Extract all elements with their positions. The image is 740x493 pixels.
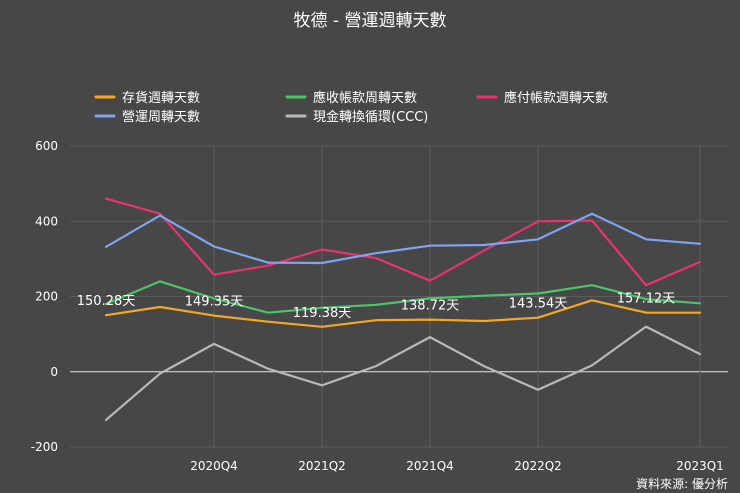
y-tick-label: 600 bbox=[35, 139, 58, 153]
data-label: 143.54天 bbox=[509, 297, 568, 312]
legend-label: 存貨週轉天數 bbox=[122, 90, 200, 106]
legend-label: 應收帳款周轉天數 bbox=[313, 90, 417, 106]
x-tick-label: 2021Q2 bbox=[298, 459, 346, 473]
data-labels: 150.28天 149.35天 119.38天 138.72天 143.54天 157.1… bbox=[77, 292, 676, 321]
y-tick-label: 400 bbox=[35, 214, 58, 228]
x-tick-label: 2021Q4 bbox=[406, 459, 454, 473]
series-line bbox=[104, 299, 702, 328]
data-label: 138.72天 bbox=[401, 299, 460, 314]
series-line bbox=[104, 212, 702, 265]
y-tick-label: 0 bbox=[50, 365, 58, 379]
data-label: 149.35天 bbox=[185, 295, 244, 310]
series-layer bbox=[104, 197, 702, 421]
data-label: 157.12天 bbox=[617, 292, 676, 307]
grid bbox=[70, 145, 728, 448]
legend-item[interactable]: 現金轉換循環(CCC) bbox=[285, 109, 428, 125]
series-line bbox=[104, 325, 702, 421]
legend-label: 營運周轉天數 bbox=[122, 110, 200, 125]
legend-item[interactable]: 存貨週轉天數 bbox=[94, 90, 200, 106]
series-line bbox=[104, 197, 702, 287]
source-note: 資料來源: 優分析 bbox=[636, 477, 728, 491]
x-tick-label: 2022Q2 bbox=[514, 459, 562, 473]
legend-label: 應付帳款週轉天數 bbox=[504, 90, 608, 106]
y-tick-label: -200 bbox=[31, 440, 58, 454]
legend-item[interactable]: 應付帳款週轉天數 bbox=[476, 90, 608, 106]
axes: -200 0 200 400 600 2020Q4 2021Q2 2021Q4 2022Q2 20… bbox=[31, 139, 724, 473]
y-tick-label: 200 bbox=[35, 290, 58, 304]
x-tick-label: 2023Q1 bbox=[676, 459, 724, 473]
data-label: 150.28天 bbox=[77, 294, 136, 309]
legend-item[interactable]: 應收帳款周轉天數 bbox=[285, 90, 417, 106]
x-tick-label: 2020Q4 bbox=[190, 459, 238, 473]
series-line bbox=[104, 280, 702, 314]
data-label: 119.38天 bbox=[293, 306, 352, 321]
legend-item[interactable]: 營運周轉天數 bbox=[94, 110, 200, 125]
chart-title: 牧德 - 營運週轉天數 bbox=[294, 11, 447, 31]
legend-label: 現金轉換循環(CCC) bbox=[313, 109, 428, 125]
